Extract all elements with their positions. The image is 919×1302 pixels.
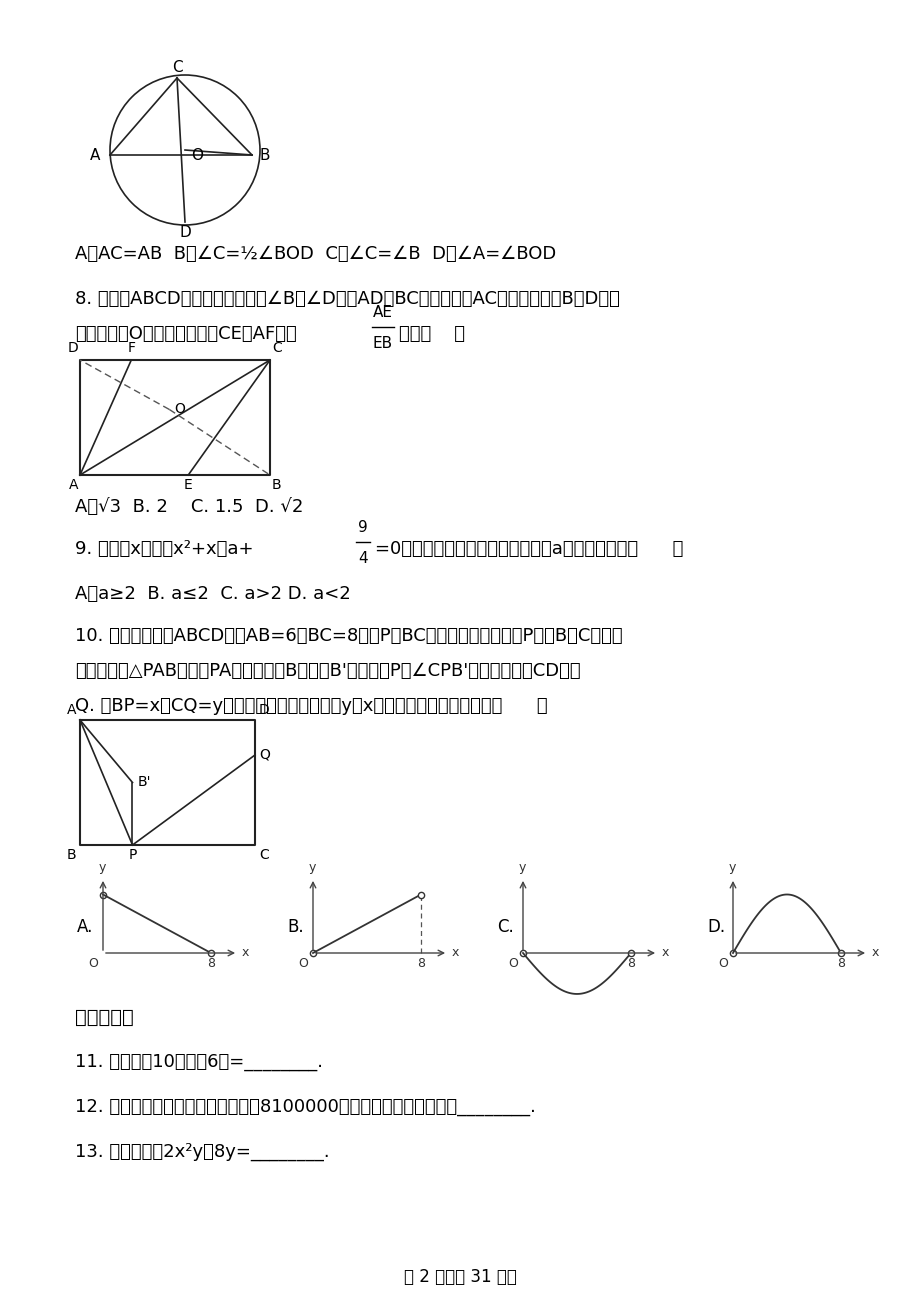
Text: B: B	[272, 478, 281, 492]
Text: y: y	[98, 861, 106, 874]
Text: O: O	[718, 957, 727, 970]
Text: C: C	[259, 848, 268, 862]
Text: x: x	[242, 947, 249, 960]
Text: 12. 某企业去年为国家缴纳税金达到8100000元，用科学记数法表示为________.: 12. 某企业去年为国家缴纳税金达到8100000元，用科学记数法表示为____…	[75, 1098, 535, 1116]
Text: 8. 如图，ABCD是矩形纸片，翻折∠B，∠D，使AD，BC边与对角线AC重叠，且顶点B，D恰好: 8. 如图，ABCD是矩形纸片，翻折∠B，∠D，使AD，BC边与对角线AC重叠，…	[75, 290, 619, 309]
Text: A: A	[66, 703, 76, 717]
Text: F: F	[127, 341, 135, 355]
Text: D: D	[67, 341, 78, 355]
Text: 等于（    ）: 等于（ ）	[399, 326, 464, 342]
Text: =0有两个不相等的实数根，则实数a的取值范围是（      ）: =0有两个不相等的实数根，则实数a的取值范围是（ ）	[375, 540, 683, 559]
Text: 8: 8	[207, 957, 215, 970]
Text: 10. 如图，在矩形ABCD中，AB=6，BC=8，点P是BC边上的一个动点（点P与点B、C都不重: 10. 如图，在矩形ABCD中，AB=6，BC=8，点P是BC边上的一个动点（点…	[75, 628, 622, 644]
Text: A．a≥2  B. a≤2  C. a>2 D. a<2: A．a≥2 B. a≤2 C. a>2 D. a<2	[75, 585, 350, 603]
Text: A.: A.	[77, 918, 93, 936]
Text: B': B'	[137, 776, 151, 789]
Text: O: O	[191, 148, 203, 163]
Text: P: P	[128, 848, 137, 862]
Text: 二、填空题: 二、填空题	[75, 1008, 133, 1027]
Text: 9: 9	[357, 519, 368, 535]
Text: 合），现将△PAB沿直线PA折叠，使点B落到点B'处；过点P作∠CPB'的角平分线交CD于点: 合），现将△PAB沿直线PA折叠，使点B落到点B'处；过点P作∠CPB'的角平分…	[75, 661, 580, 680]
Text: A．√3  B. 2    C. 1.5  D. √2: A．√3 B. 2 C. 1.5 D. √2	[75, 497, 303, 516]
Text: 13. 分解因式：2x²y－8y=________.: 13. 分解因式：2x²y－8y=________.	[75, 1143, 329, 1161]
Text: O: O	[174, 402, 185, 417]
Text: x: x	[451, 947, 459, 960]
Text: 4: 4	[357, 551, 368, 566]
Text: B: B	[66, 848, 76, 862]
Text: 落在同一点O上，折痕分别是CE，AF，则: 落在同一点O上，折痕分别是CE，AF，则	[75, 326, 297, 342]
Text: 11. 计算：－10＋（＋6）=________.: 11. 计算：－10＋（＋6）=________.	[75, 1053, 323, 1072]
Text: O: O	[507, 957, 517, 970]
Text: y: y	[728, 861, 735, 874]
Text: C: C	[272, 341, 281, 355]
Text: y: y	[517, 861, 525, 874]
Text: y: y	[308, 861, 315, 874]
Text: A: A	[68, 478, 78, 492]
Text: D.: D.	[706, 918, 724, 936]
Text: C: C	[172, 60, 182, 76]
Text: E: E	[184, 478, 192, 492]
Text: AE: AE	[372, 305, 392, 320]
Text: D: D	[179, 225, 190, 240]
Text: Q: Q	[259, 749, 269, 762]
Text: B: B	[260, 147, 270, 163]
Text: C.: C.	[496, 918, 513, 936]
Text: Q. 设BP=x，CQ=y，则下列图象中，能表示y与x的函数关系的图象大致是（      ）: Q. 设BP=x，CQ=y，则下列图象中，能表示y与x的函数关系的图象大致是（ …	[75, 697, 547, 715]
Text: 8: 8	[627, 957, 634, 970]
Text: D: D	[259, 703, 269, 717]
Text: x: x	[871, 947, 879, 960]
Text: B.: B.	[287, 918, 303, 936]
Text: 第 2 页（共 31 页）: 第 2 页（共 31 页）	[403, 1268, 516, 1286]
Text: O: O	[88, 957, 98, 970]
Text: A: A	[89, 147, 100, 163]
Text: x: x	[662, 947, 669, 960]
Text: EB: EB	[372, 336, 392, 352]
Text: A．AC=AB  B．∠C=½∠BOD  C．∠C=∠B  D．∠A=∠BOD: A．AC=AB B．∠C=½∠BOD C．∠C=∠B D．∠A=∠BOD	[75, 245, 556, 263]
Text: O: O	[298, 957, 308, 970]
Text: 9. 若关于x的方程x²+x－a+: 9. 若关于x的方程x²+x－a+	[75, 540, 254, 559]
Text: 8: 8	[836, 957, 844, 970]
Text: 8: 8	[416, 957, 425, 970]
